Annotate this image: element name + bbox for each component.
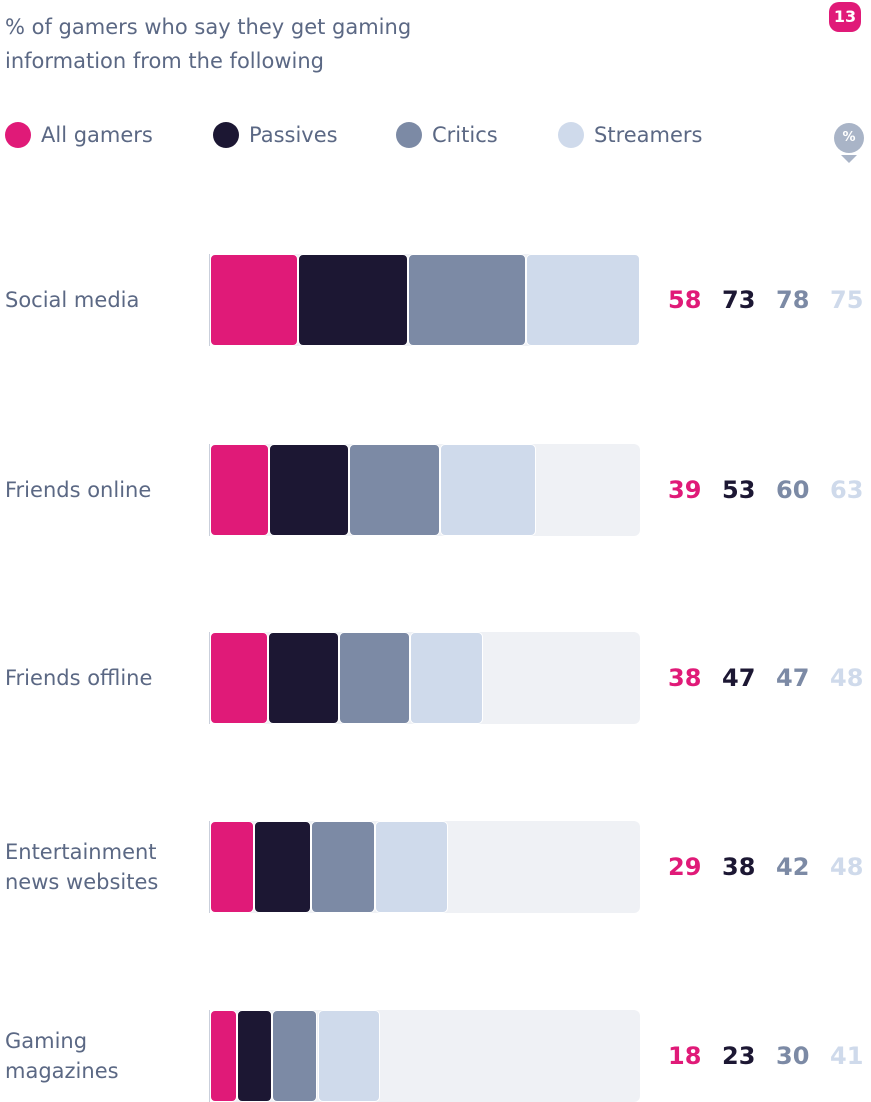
legend-item: Streamers <box>558 120 702 150</box>
legend-swatch <box>396 122 422 148</box>
axis-tick <box>209 821 210 913</box>
value-label: 38 <box>722 853 756 881</box>
value-label: 38 <box>668 664 702 692</box>
bar-segment <box>210 254 298 346</box>
bar-segment <box>526 254 640 346</box>
category-label: Social media <box>5 288 140 312</box>
value-label: 41 <box>830 1042 864 1070</box>
bar-segment <box>210 821 254 913</box>
legend-item: All gamers <box>5 120 153 150</box>
category-label: Entertainment news websites <box>5 840 159 894</box>
unit-icon-arrow <box>841 155 857 163</box>
bar-segment <box>408 254 527 346</box>
legend-item: Passives <box>213 120 338 150</box>
legend-label: Passives <box>249 123 338 147</box>
bar-segment <box>375 821 448 913</box>
axis-tick <box>209 1010 210 1102</box>
axis-tick <box>209 632 210 724</box>
bar-segment <box>269 444 350 536</box>
value-label: 23 <box>722 1042 756 1070</box>
bar-segment <box>297 254 409 346</box>
bar-segment <box>253 821 312 913</box>
value-label: 39 <box>668 476 702 504</box>
value-label: 75 <box>830 286 864 314</box>
chart-title: % of gamers who say they get gaming info… <box>5 15 412 73</box>
value-label: 18 <box>668 1042 702 1070</box>
bar-segment <box>237 1010 273 1102</box>
bar-segment <box>349 444 441 536</box>
value-label: 48 <box>830 853 864 881</box>
bar-segment <box>210 444 270 536</box>
bar-segment <box>338 632 410 724</box>
category-label: Gaming magazines <box>5 1029 119 1083</box>
unit-icon: % <box>834 123 864 153</box>
value-label: 63 <box>830 476 864 504</box>
value-label: 73 <box>722 286 756 314</box>
category-label: Friends online <box>5 478 152 502</box>
value-label: 30 <box>776 1042 810 1070</box>
value-label: 78 <box>776 286 810 314</box>
axis-tick <box>209 444 210 536</box>
legend-label: Critics <box>432 123 498 147</box>
bar-segment <box>272 1010 318 1102</box>
value-label: 58 <box>668 286 702 314</box>
legend-swatch <box>558 122 584 148</box>
bar-segment <box>267 632 339 724</box>
value-label: 53 <box>722 476 756 504</box>
value-label: 48 <box>830 664 864 692</box>
bar-segment <box>311 821 376 913</box>
bar-segment <box>317 1010 380 1102</box>
legend-swatch <box>213 122 239 148</box>
value-label: 60 <box>776 476 810 504</box>
value-label: 47 <box>722 664 756 692</box>
legend-label: Streamers <box>594 123 703 147</box>
bar-segment <box>210 632 268 724</box>
legend-item: Critics <box>396 120 498 150</box>
legend-swatch <box>5 122 31 148</box>
value-label: 47 <box>776 664 810 692</box>
bar-segment <box>409 632 483 724</box>
axis-tick <box>209 254 210 346</box>
page-number: 13 <box>829 2 861 32</box>
bar-segment <box>440 444 536 536</box>
value-label: 29 <box>668 853 702 881</box>
bar-segment <box>210 1010 238 1102</box>
legend-label: All gamers <box>41 123 153 147</box>
category-label: Friends offline <box>5 666 153 690</box>
value-label: 42 <box>776 853 810 881</box>
